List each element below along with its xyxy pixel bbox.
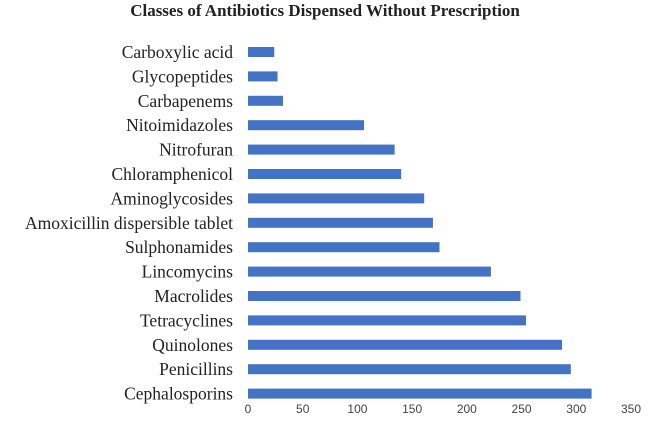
bar-lincomycins	[248, 266, 491, 277]
bar-amoxicillin-dispersible-tablet	[248, 217, 433, 228]
x-tick-label-350: 350	[621, 402, 641, 416]
bar-penicillins	[248, 364, 571, 375]
x-tick-label-300: 300	[566, 402, 586, 416]
bar-sulphonamides	[248, 242, 440, 253]
x-tick-label-100: 100	[347, 402, 367, 416]
bar-carbapenems	[248, 95, 284, 106]
category-label-amoxicillin-dispersible-tablet: Amoxicillin dispersible tablet	[25, 213, 233, 233]
category-label-macrolides: Macrolides	[154, 286, 233, 306]
category-label-nitoimidazoles: Nitoimidazoles	[126, 115, 233, 135]
category-label-cephalosporins: Cephalosporins	[124, 384, 233, 404]
category-label-chloramphenicol: Chloramphenicol	[111, 164, 233, 184]
bar-cephalosporins	[248, 388, 592, 399]
bar-aminoglycosides	[248, 193, 425, 204]
chart-title: Classes of Antibiotics Dispensed Without…	[130, 1, 520, 20]
category-label-quinolones: Quinolones	[152, 335, 233, 355]
category-label-nitrofuran: Nitrofuran	[159, 140, 233, 160]
category-label-tetracyclines: Tetracyclines	[140, 310, 233, 330]
x-tick-labels-group: 0 50 100 150 200 250 300 350	[245, 402, 642, 416]
bar-chloramphenicol	[248, 169, 402, 179]
category-label-carboxylic-acid: Carboxylic acid	[122, 42, 234, 62]
category-label-sulphonamides: Sulphonamides	[125, 237, 233, 257]
category-labels-group: Carboxylic acid Glycopeptides Carbapenems N…	[25, 42, 233, 404]
x-tick-label-200: 200	[457, 402, 477, 416]
bar-carboxylic-acid	[248, 47, 275, 57]
category-label-carbapenems: Carbapenems	[138, 91, 233, 111]
category-label-penicillins: Penicillins	[159, 359, 233, 379]
bar-quinolones	[248, 339, 563, 350]
bar-nitoimidazoles	[248, 120, 364, 131]
bar-macrolides	[248, 291, 521, 301]
x-tick-label-0: 0	[245, 402, 252, 416]
x-tick-label-250: 250	[512, 402, 532, 416]
category-label-glycopeptides: Glycopeptides	[132, 66, 233, 86]
bar-glycopeptides	[248, 71, 278, 82]
bar-nitrofuran	[248, 144, 395, 155]
x-tick-label-50: 50	[296, 402, 310, 416]
x-tick-label-150: 150	[402, 402, 422, 416]
bar-tetracyclines	[248, 315, 526, 326]
category-label-aminoglycosides: Aminoglycosides	[111, 188, 234, 208]
category-label-lincomycins: Lincomycins	[142, 262, 234, 282]
bars-group	[248, 47, 592, 399]
